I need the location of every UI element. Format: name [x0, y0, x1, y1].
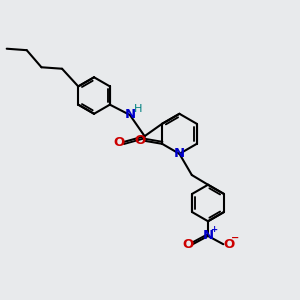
Text: +: +	[210, 225, 218, 234]
Text: O: O	[182, 238, 194, 251]
Text: N: N	[174, 147, 185, 160]
Text: −: −	[231, 233, 239, 243]
Text: N: N	[202, 230, 214, 242]
Text: N: N	[124, 109, 136, 122]
Text: O: O	[223, 238, 234, 251]
Text: H: H	[134, 104, 142, 114]
Text: O: O	[135, 134, 146, 147]
Text: O: O	[113, 136, 124, 148]
